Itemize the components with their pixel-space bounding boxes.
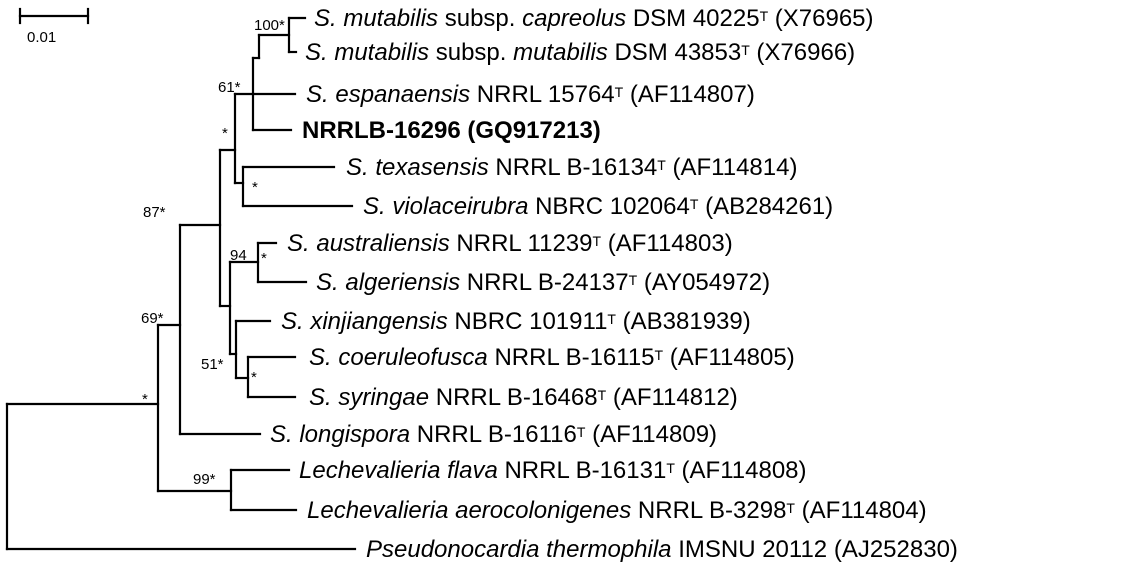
taxon-accession: (AY054972) bbox=[637, 269, 770, 296]
taxon-subspecies: capreolus bbox=[522, 5, 626, 32]
taxon-strain: NRRL 11239 bbox=[450, 230, 593, 257]
taxon-strain: DSM 43853 bbox=[608, 39, 741, 66]
taxon-strain: DSM 40225 bbox=[626, 5, 759, 32]
type-strain-marker: T bbox=[760, 8, 769, 24]
taxon-strain: NRRL B-16116 bbox=[410, 421, 577, 448]
taxon-name: Lechevalieria aerocolonigenes bbox=[307, 497, 631, 524]
taxon-label: S. longispora NRRL B-16116T (AF114809) bbox=[270, 421, 717, 448]
taxon-accession: (X76965) bbox=[768, 5, 873, 32]
taxon-name: S. mutabilis bbox=[305, 39, 429, 66]
taxon-accession: (AF114807) bbox=[623, 81, 755, 108]
support-value: 51* bbox=[201, 356, 224, 373]
support-value: 87* bbox=[143, 204, 166, 221]
type-strain-marker: T bbox=[666, 460, 675, 476]
taxon-strain: NRRL B-16134 bbox=[489, 154, 658, 181]
taxon-accession: (AF114809) bbox=[585, 421, 717, 448]
support-value: * bbox=[261, 250, 267, 267]
support-value: * bbox=[222, 125, 228, 142]
taxon-label: S. xinjiangensis NBRC 101911T (AB381939) bbox=[281, 308, 751, 335]
taxon-subspecies: mutabilis bbox=[513, 39, 608, 66]
taxon-label: S. coeruleofusca NRRL B-16115T (AF114805… bbox=[309, 344, 795, 371]
taxon-name: S. xinjiangensis bbox=[281, 308, 448, 335]
support-value: * bbox=[142, 391, 148, 408]
support-value: 94 bbox=[230, 247, 247, 264]
taxon-name: S. coeruleofusca bbox=[309, 344, 488, 371]
taxon-name: S. violaceirubra bbox=[363, 193, 528, 220]
taxon-accession: (AF114804) bbox=[795, 497, 927, 524]
taxon-name: Lechevalieria flava bbox=[299, 457, 498, 484]
taxon-accession: (AJ252830) bbox=[827, 536, 958, 563]
type-strain-marker: T bbox=[786, 500, 795, 516]
taxon-label: S. mutabilis subsp. capreolus DSM 40225T… bbox=[314, 5, 874, 32]
taxon-accession: (AB381939) bbox=[616, 308, 751, 335]
taxon-label: Pseudonocardia thermophila IMSNU 20112 (… bbox=[366, 536, 958, 563]
support-values: 100* 61* * * 87* 94 * 51* * 69* * 99* bbox=[141, 17, 285, 488]
taxon-strain: NRRL 15764 bbox=[470, 81, 615, 108]
taxon-label: S. texasensis NRRL B-16134T (AF114814) bbox=[346, 154, 797, 181]
taxon-labels: S. mutabilis subsp. capreolus DSM 40225T… bbox=[270, 5, 958, 563]
taxon-name: S. australiensis bbox=[287, 230, 450, 257]
scale-bar: 0.01 bbox=[18, 7, 90, 46]
taxon-label: Lechevalieria aerocolonigenes NRRL B-329… bbox=[307, 497, 927, 524]
type-strain-marker: T bbox=[577, 424, 586, 440]
taxon-accession: (AF114803) bbox=[601, 230, 733, 257]
scale-bar-label: 0.01 bbox=[27, 29, 56, 46]
support-value: 61* bbox=[218, 79, 241, 96]
taxon-label: S. violaceirubra NBRC 102064T (AB284261) bbox=[363, 193, 833, 220]
taxon-accession: (AF114808) bbox=[675, 457, 807, 484]
taxon-label: S. syringae NRRL B-16468T (AF114812) bbox=[309, 384, 738, 411]
support-value: 100* bbox=[254, 17, 285, 34]
taxon-strain: NRRL B-16468 bbox=[429, 384, 598, 411]
taxon-strain: NRRL B-24137 bbox=[460, 269, 629, 296]
taxon-strain: NRRL B-3298 bbox=[631, 497, 786, 524]
taxon-name: S. longispora bbox=[270, 421, 410, 448]
taxon-accession: (AF114805) bbox=[663, 344, 795, 371]
type-strain-marker: T bbox=[593, 233, 602, 249]
taxon-strain: IMSNU 20112 bbox=[672, 536, 828, 563]
type-strain-marker: T bbox=[741, 42, 750, 58]
type-strain-marker: T bbox=[657, 157, 666, 173]
taxon-name: Pseudonocardia thermophila bbox=[366, 536, 672, 563]
type-strain-marker: T bbox=[615, 84, 624, 100]
taxon-strain: NBRC 102064 bbox=[528, 193, 689, 220]
taxon-name: S. algeriensis bbox=[316, 269, 460, 296]
type-strain-marker: T bbox=[629, 272, 638, 288]
taxon-name: S. texasensis bbox=[346, 154, 489, 181]
taxon-name: S. mutabilis bbox=[314, 5, 438, 32]
taxon-label: S. algeriensis NRRL B-24137T (AY054972) bbox=[316, 269, 770, 296]
type-strain-marker: T bbox=[690, 196, 699, 212]
support-value: * bbox=[252, 179, 258, 196]
taxon-label: NRRLB-16296 (GQ917213) bbox=[302, 117, 601, 144]
taxon-accession: (AB284261) bbox=[698, 193, 833, 220]
type-strain-marker: T bbox=[655, 347, 664, 363]
taxon-label-bold: NRRLB-16296 (GQ917213) bbox=[302, 117, 601, 144]
taxon-accession: (AF114812) bbox=[606, 384, 738, 411]
taxon-name: S. syringae bbox=[309, 384, 429, 411]
taxon-name: S. espanaensis bbox=[306, 81, 470, 108]
taxon-rank: subsp. bbox=[438, 5, 522, 32]
support-value: * bbox=[251, 369, 257, 386]
taxon-label: S. espanaensis NRRL 15764T (AF114807) bbox=[306, 81, 755, 108]
taxon-rank: subsp. bbox=[429, 39, 513, 66]
taxon-label: S. australiensis NRRL 11239T (AF114803) bbox=[287, 230, 733, 257]
support-value: 99* bbox=[193, 471, 216, 488]
type-strain-marker: T bbox=[598, 387, 607, 403]
type-strain-marker: T bbox=[607, 311, 616, 327]
tree-branches bbox=[5, 16, 357, 551]
taxon-strain: NRRL B-16131 bbox=[498, 457, 667, 484]
taxon-label: S. mutabilis subsp. mutabilis DSM 43853T… bbox=[305, 39, 855, 66]
taxon-accession: (AF114814) bbox=[666, 154, 798, 181]
taxon-strain: NBRC 101911 bbox=[448, 308, 608, 335]
support-value: 69* bbox=[141, 310, 164, 327]
taxon-strain: NRRL B-16115 bbox=[488, 344, 655, 371]
taxon-label: Lechevalieria flava NRRL B-16131T (AF114… bbox=[299, 457, 807, 484]
taxon-accession: (X76966) bbox=[750, 39, 855, 66]
